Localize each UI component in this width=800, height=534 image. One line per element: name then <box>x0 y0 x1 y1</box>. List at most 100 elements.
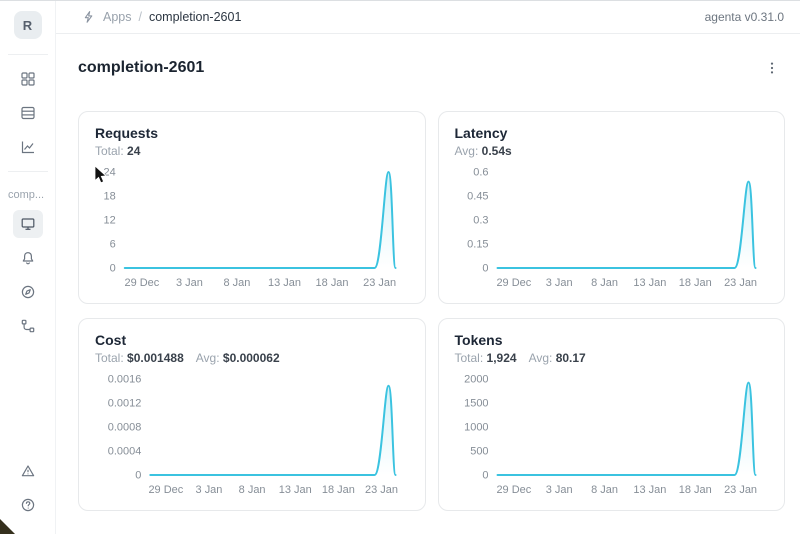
card-title: Tokens <box>454 332 503 348</box>
sidebar-bottom-group <box>13 454 43 522</box>
tokens-chart[interactable]: 0 500 1000 1500 2000 29 Dec 3 Jan 8 Jan 13 Jan 18… <box>455 369 769 503</box>
monitor-icon <box>21 218 34 230</box>
svg-text:0.0004: 0.0004 <box>108 445 142 457</box>
svg-text:18 Jan: 18 Jan <box>322 484 355 496</box>
svg-text:1500: 1500 <box>464 397 488 409</box>
kebab-menu-icon <box>770 62 774 74</box>
svg-text:18 Jan: 18 Jan <box>678 277 711 289</box>
card-title: Latency <box>454 125 508 141</box>
svg-text:0.15: 0.15 <box>467 238 488 250</box>
card-title: Cost <box>95 332 127 348</box>
svg-text:0.0012: 0.0012 <box>108 397 142 409</box>
svg-text:13 Jan: 13 Jan <box>633 277 666 289</box>
svg-text:29 Dec: 29 Dec <box>124 277 159 289</box>
workspace-label: comp... <box>8 189 45 201</box>
sidebar-item-evaluations[interactable] <box>13 244 43 272</box>
sidebar-divider <box>7 171 48 172</box>
compass-icon <box>21 285 34 299</box>
requests-chart[interactable]: 0 6 12 18 24 29 Dec 3 Jan 8 Jan 13 Jan 18 Jan 23 J… <box>95 162 409 296</box>
top-bar: Apps / completion-2601 agenta v0.31.0 <box>56 1 800 34</box>
warning-icon <box>21 465 34 477</box>
stat: Total: $0.001488 <box>95 351 184 365</box>
svg-text:3 Jan: 3 Jan <box>545 484 572 496</box>
stat: Total: 24 <box>95 144 141 158</box>
help-icon <box>21 498 34 512</box>
card-stats: Total: $0.001488 Avg: $0.000062 <box>95 351 409 365</box>
main-content: completion-2601 Requests Total: 24 <box>56 34 800 511</box>
screen-corner-artifact <box>0 519 15 534</box>
rows-icon <box>20 106 35 120</box>
stat: Avg: 80.17 <box>528 351 586 365</box>
svg-text:8 Jan: 8 Jan <box>224 277 251 289</box>
apps-grid-icon <box>20 72 35 86</box>
stat: Total: 1,924 <box>454 351 517 365</box>
card-stats: Total: 24 <box>95 144 409 158</box>
svg-text:8 Jan: 8 Jan <box>591 277 618 289</box>
breadcrumb-separator: / <box>138 10 142 24</box>
sidebar-item-observability[interactable] <box>13 133 43 161</box>
svg-text:6: 6 <box>110 238 116 250</box>
svg-text:0: 0 <box>110 262 116 274</box>
sidebar-item-help[interactable] <box>13 491 43 519</box>
svg-text:0.0016: 0.0016 <box>108 373 142 385</box>
workspace-avatar[interactable]: R <box>13 11 42 39</box>
svg-text:3 Jan: 3 Jan <box>196 484 223 496</box>
svg-text:13 Jan: 13 Jan <box>633 484 666 496</box>
bell-icon <box>22 252 33 265</box>
latency-chart[interactable]: 0 0.15 0.3 0.45 0.6 29 Dec 3 Jan 8 Jan 13 Jan 18 … <box>455 162 769 296</box>
sidebar-item-testsets[interactable] <box>13 99 43 127</box>
sidebar-divider <box>7 54 48 55</box>
cost-chart[interactable]: 0 0.0004 0.0008 0.0012 0.0016 29 Dec 3 Jan 8 Ja… <box>95 369 409 503</box>
svg-text:29 Dec: 29 Dec <box>148 484 183 496</box>
svg-text:18 Jan: 18 Jan <box>678 484 711 496</box>
svg-text:23 Jan: 23 Jan <box>365 484 398 496</box>
metric-card-cost: Cost Total: $0.001488 Avg: $0.000062 0 0.… <box>78 318 426 511</box>
svg-text:8 Jan: 8 Jan <box>239 484 266 496</box>
svg-text:29 Dec: 29 Dec <box>496 277 531 289</box>
trend-chart-icon <box>21 141 34 154</box>
page-header: completion-2601 <box>78 49 785 87</box>
card-stats: Avg: 0.54s <box>455 144 769 158</box>
card-title: Requests <box>95 125 159 141</box>
page-menu-button[interactable] <box>759 55 785 81</box>
metric-card-requests: Requests Total: 24 0 6 12 18 24 29 Dec 3 Jan 8 … <box>78 111 426 304</box>
svg-text:1000: 1000 <box>464 421 488 433</box>
svg-text:23 Jan: 23 Jan <box>724 277 757 289</box>
svg-text:3 Jan: 3 Jan <box>176 277 203 289</box>
svg-text:0: 0 <box>135 469 141 481</box>
lightning-icon <box>82 10 96 24</box>
breadcrumb-apps-link[interactable]: Apps <box>103 10 132 24</box>
svg-text:2000: 2000 <box>464 373 488 385</box>
svg-text:0.3: 0.3 <box>473 214 488 226</box>
breadcrumb-current: completion-2601 <box>148 10 242 24</box>
stat: Avg: 0.54s <box>454 144 512 158</box>
sidebar-item-overview[interactable] <box>12 210 43 238</box>
svg-text:0.0008: 0.0008 <box>108 421 142 433</box>
svg-text:3 Jan: 3 Jan <box>545 277 572 289</box>
svg-text:13 Jan: 13 Jan <box>279 484 312 496</box>
sidebar-item-apps[interactable] <box>13 65 43 93</box>
metrics-grid: Requests Total: 24 0 6 12 18 24 29 Dec 3 Jan 8 … <box>78 111 785 511</box>
stat: Avg: $0.000062 <box>195 351 280 365</box>
svg-text:0: 0 <box>482 262 488 274</box>
sidebar: R comp... <box>0 1 56 534</box>
sidebar-item-traces[interactable] <box>13 278 43 306</box>
svg-text:0.6: 0.6 <box>473 166 488 178</box>
main-column: Apps / completion-2601 agenta v0.31.0 co… <box>56 1 800 534</box>
svg-text:29 Dec: 29 Dec <box>496 484 531 496</box>
svg-text:500: 500 <box>470 445 488 457</box>
svg-text:8 Jan: 8 Jan <box>591 484 618 496</box>
svg-text:23 Jan: 23 Jan <box>363 277 396 289</box>
svg-text:12: 12 <box>104 214 116 226</box>
svg-text:13 Jan: 13 Jan <box>268 277 301 289</box>
card-stats: Total: 1,924 Avg: 80.17 <box>455 351 769 365</box>
svg-text:0.45: 0.45 <box>467 190 488 202</box>
sidebar-item-deployment[interactable] <box>13 312 43 340</box>
svg-text:0: 0 <box>482 469 488 481</box>
sidebar-item-alerts[interactable] <box>13 457 43 485</box>
metric-card-latency: Latency Avg: 0.54s 0 0.15 0.3 0.45 0.6 29 Dec… <box>437 111 785 304</box>
page-title: completion-2601 <box>78 59 205 76</box>
svg-text:24: 24 <box>104 166 116 178</box>
svg-text:18 Jan: 18 Jan <box>316 277 349 289</box>
svg-text:18: 18 <box>104 190 116 202</box>
